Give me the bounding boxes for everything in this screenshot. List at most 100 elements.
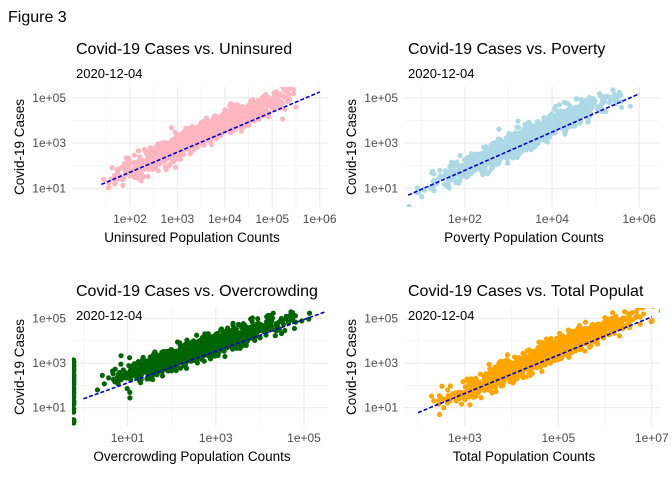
data-point [237,345,243,351]
data-point [241,327,248,334]
data-point [524,361,530,367]
data-point [254,329,261,335]
y-axis-label: Covid-19 Cases [12,99,27,195]
data-point [626,319,632,326]
data-point [226,336,232,342]
data-point [127,367,134,373]
data-point [138,168,144,175]
data-point [565,343,571,349]
data-point [536,339,542,345]
data-point [265,114,272,120]
y-axis-label: Covid-19 Cases [344,319,359,415]
data-point [454,179,460,185]
data-point [519,373,525,380]
data-point [195,131,202,138]
data-point [503,135,510,141]
data-point [135,148,142,154]
data-point [501,143,507,149]
data-point [282,327,288,334]
data-point [612,313,619,319]
data-point [247,324,253,331]
data-point [191,133,197,139]
x-tick-label: 1e+07 [635,431,669,445]
data-point [582,319,589,325]
data-point [521,354,527,360]
data-point [560,333,566,340]
data-point [488,157,494,164]
data-point [125,166,131,172]
data-point [477,166,483,172]
data-point [161,139,168,146]
data-point [467,402,473,408]
data-point [278,317,284,323]
data-point [99,372,105,378]
data-point [229,116,236,122]
data-point [436,397,442,404]
data-point [244,110,250,117]
data-point [457,152,463,159]
data-point [194,125,200,131]
data-point [140,174,146,180]
data-point [155,168,161,174]
data-point [464,377,471,383]
data-point [119,176,126,183]
y-tick-label: 1e+05 [32,312,66,326]
data-point [429,170,435,176]
data-point [477,371,484,377]
chart-title: Covid-19 Cases vs. Poverty [408,41,605,58]
data-point [223,114,229,120]
data-point [573,96,579,102]
data-point [497,364,503,370]
data-point [492,364,498,370]
data-point [421,187,427,193]
data-point [238,128,244,134]
y-tick-label: 1e+01 [32,181,66,195]
data-point [596,104,602,111]
data-point [494,380,500,386]
data-point [152,349,158,355]
data-point [521,130,527,136]
grid [72,308,328,426]
data-point [280,116,286,122]
data-point [106,185,112,191]
data-point [72,400,77,406]
scatter-points [101,87,299,191]
data-point [611,91,618,97]
data-point [484,375,490,381]
data-point [109,368,116,374]
data-point [190,338,197,344]
data-point [651,308,655,309]
data-point [484,171,490,177]
trend-line [101,91,320,186]
data-point [520,350,526,357]
data-point [234,102,240,108]
data-point [547,350,553,356]
data-point [560,113,566,119]
data-point [112,379,118,385]
data-point [543,135,550,141]
data-point [555,108,562,115]
data-point [490,373,496,380]
data-point [106,375,112,381]
data-point [219,342,225,348]
data-point [122,160,128,167]
data-point [453,390,459,396]
y-tick-label: 1e+05 [32,91,66,105]
data-point [72,390,77,397]
data-point [120,182,126,188]
data-point [528,125,534,131]
data-point [174,339,181,345]
data-point [513,136,519,142]
data-point [535,348,541,354]
data-point [161,158,167,165]
data-point [101,176,107,182]
data-point [291,325,298,332]
scatter-points [406,87,633,207]
data-point [118,361,124,367]
data-point [529,353,535,359]
data-point [131,152,138,158]
data-point [187,151,193,157]
data-point [202,134,208,140]
